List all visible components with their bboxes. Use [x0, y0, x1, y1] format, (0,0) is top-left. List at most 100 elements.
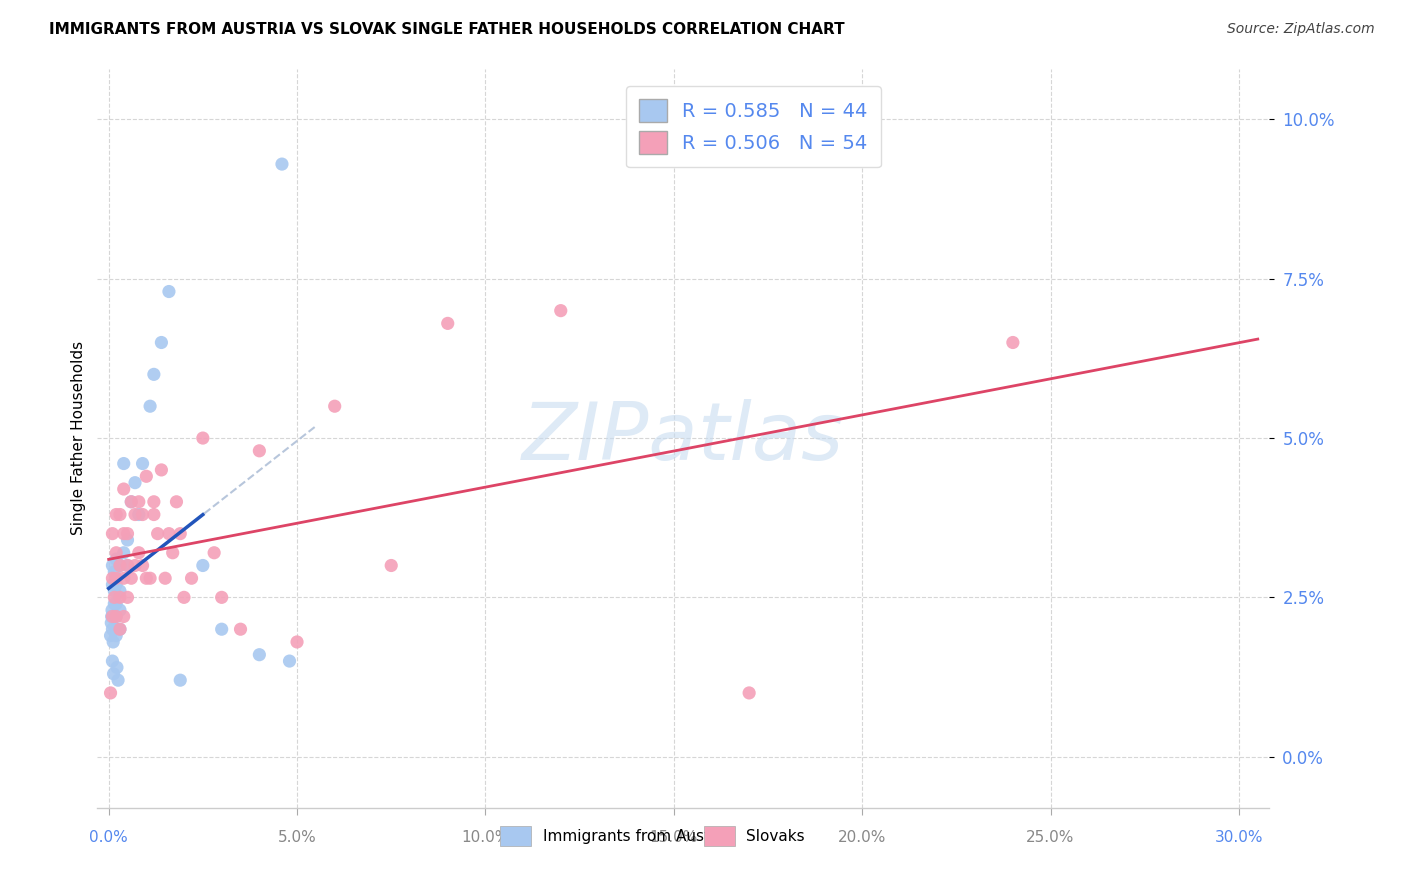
Point — [211, 591, 233, 605]
Point — [229, 622, 252, 636]
Text: 25.0%: 25.0% — [1026, 830, 1074, 845]
Point — [738, 686, 761, 700]
Point — [162, 546, 184, 560]
Point — [103, 565, 125, 579]
Point — [135, 571, 157, 585]
Text: 0.0%: 0.0% — [89, 830, 128, 845]
Point — [157, 526, 180, 541]
Point — [117, 591, 139, 605]
Point — [105, 597, 128, 611]
Point — [105, 629, 128, 643]
Point — [103, 591, 125, 605]
Point — [105, 660, 128, 674]
Text: 20.0%: 20.0% — [838, 830, 886, 845]
Point — [120, 571, 142, 585]
Point — [112, 482, 135, 496]
Point — [100, 629, 122, 643]
Point — [191, 558, 214, 573]
Point — [108, 584, 131, 599]
Y-axis label: Single Father Households: Single Father Households — [72, 341, 86, 535]
Point — [117, 533, 139, 547]
Point — [247, 443, 270, 458]
Point — [105, 571, 128, 585]
Point — [105, 577, 128, 591]
Text: Slovaks: Slovaks — [747, 829, 806, 844]
Point — [101, 558, 124, 573]
Point — [128, 508, 150, 522]
Point — [139, 571, 162, 585]
Text: ZIPatlas: ZIPatlas — [522, 399, 844, 477]
Point — [108, 591, 131, 605]
Text: IMMIGRANTS FROM AUSTRIA VS SLOVAK SINGLE FATHER HOUSEHOLDS CORRELATION CHART: IMMIGRANTS FROM AUSTRIA VS SLOVAK SINGLE… — [49, 22, 845, 37]
Point — [124, 475, 146, 490]
Text: 10.0%: 10.0% — [461, 830, 509, 845]
Point — [108, 622, 131, 636]
Point — [101, 526, 124, 541]
Point — [142, 368, 165, 382]
Point — [135, 469, 157, 483]
Text: Immigrants from Austria: Immigrants from Austria — [543, 829, 730, 844]
Point — [101, 609, 124, 624]
Point — [112, 609, 135, 624]
Point — [105, 609, 128, 624]
Point — [1001, 335, 1024, 350]
Point — [124, 508, 146, 522]
Point — [131, 457, 153, 471]
Point — [180, 571, 202, 585]
Point — [100, 615, 122, 630]
Point — [117, 558, 139, 573]
Point — [191, 431, 214, 445]
Point — [107, 673, 129, 688]
Point — [323, 399, 346, 413]
Point — [128, 546, 150, 560]
Point — [103, 666, 125, 681]
Point — [169, 673, 191, 688]
Point — [173, 591, 195, 605]
Point — [101, 635, 124, 649]
Point — [150, 335, 173, 350]
Point — [278, 654, 301, 668]
Point — [166, 495, 188, 509]
Point — [108, 558, 131, 573]
Point — [101, 577, 124, 591]
Point — [169, 526, 191, 541]
Point — [117, 558, 139, 573]
Point — [146, 526, 169, 541]
Point — [128, 495, 150, 509]
Point — [105, 552, 128, 566]
Point — [101, 609, 124, 624]
Text: 15.0%: 15.0% — [650, 830, 697, 845]
Point — [117, 526, 139, 541]
Text: 30.0%: 30.0% — [1215, 830, 1263, 845]
Point — [105, 609, 128, 624]
Point — [120, 495, 142, 509]
Point — [100, 686, 122, 700]
Point — [101, 603, 124, 617]
Point — [108, 622, 131, 636]
Point — [150, 463, 173, 477]
Point — [202, 546, 225, 560]
Point — [112, 546, 135, 560]
Point — [108, 603, 131, 617]
Point — [108, 558, 131, 573]
Point — [153, 571, 176, 585]
Point — [131, 558, 153, 573]
Point — [112, 571, 135, 585]
Point — [120, 495, 142, 509]
Point — [550, 303, 572, 318]
Point — [103, 584, 125, 599]
Point — [112, 457, 135, 471]
Point — [436, 317, 458, 331]
Text: 5.0%: 5.0% — [277, 830, 316, 845]
Point — [108, 508, 131, 522]
Point — [101, 622, 124, 636]
Point — [112, 526, 135, 541]
Point — [139, 399, 162, 413]
Point — [124, 558, 146, 573]
Text: Source: ZipAtlas.com: Source: ZipAtlas.com — [1227, 22, 1375, 37]
Point — [100, 609, 122, 624]
Point — [211, 622, 233, 636]
Point — [105, 508, 128, 522]
Point — [285, 635, 308, 649]
Point — [131, 508, 153, 522]
